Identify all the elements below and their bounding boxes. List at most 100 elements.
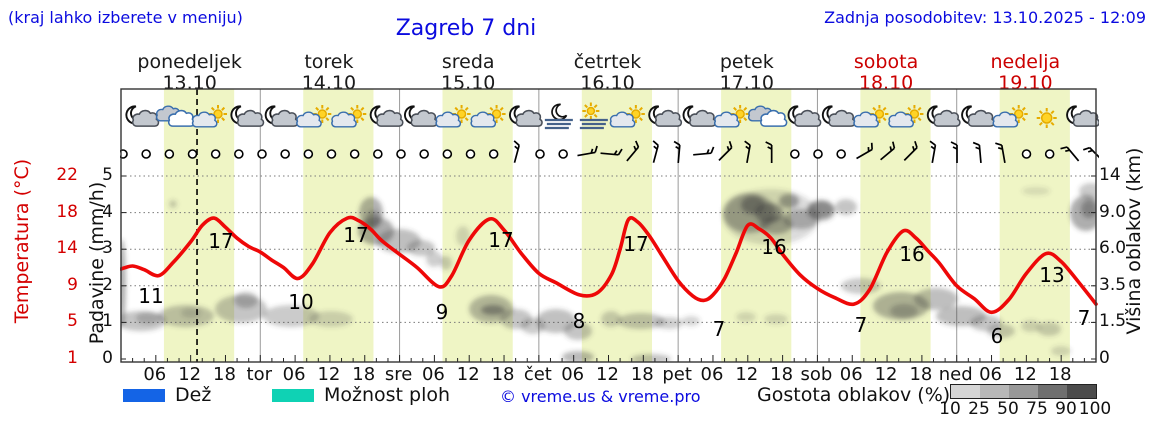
x-tick-label: ned	[938, 364, 973, 385]
x-tick-label: 12	[596, 364, 619, 385]
wind-barb-icon	[972, 141, 982, 164]
wind-barb-icon	[744, 140, 751, 164]
wind-calm-icon	[164, 149, 175, 159]
daylight-band	[860, 89, 931, 362]
wind-calm-icon	[1044, 149, 1055, 159]
temperature-curve	[119, 215, 1098, 315]
sun-cloud-icon	[853, 105, 889, 128]
wind-barb-icon	[600, 148, 623, 156]
moon-cloud-icon	[1066, 105, 1100, 127]
cloud-density-scale-label: 75	[1026, 399, 1048, 419]
x-tick-label: 06	[421, 364, 445, 385]
cloud-density-scale-segment	[1038, 385, 1067, 398]
sun-cloud-icon	[470, 105, 506, 128]
day-date: 14.10	[301, 72, 357, 94]
day-name: sobota	[853, 51, 919, 73]
axis-tick-label: 1.5	[1099, 311, 1127, 332]
cloud-blob	[366, 210, 380, 228]
cloud-blob	[440, 256, 452, 270]
sun-cloud-icon	[435, 105, 471, 128]
cloud-blob	[1051, 346, 1071, 356]
temp-value-label: 7	[713, 317, 726, 341]
temp-value-label: 7	[1078, 306, 1091, 330]
cloud-blob	[309, 311, 353, 327]
rain-legend-label: Dež	[175, 384, 212, 406]
wind-calm-icon	[349, 149, 360, 159]
x-tick-label: 12	[735, 364, 759, 385]
temp-value-label: 9	[436, 300, 449, 324]
temp-value-label: 7	[855, 313, 868, 337]
cloud-blob	[426, 251, 442, 267]
wind-calm-icon	[558, 149, 568, 159]
wind-barb-icon	[626, 140, 640, 162]
cloud-density-scale-label: 50	[997, 399, 1019, 419]
day-name: četrtek	[573, 51, 642, 73]
cloud-blob	[631, 354, 671, 362]
forecast-plot: 11 17 10 17 9 17 8 17 7 16 7 16 6 13 7	[118, 88, 1103, 368]
axis-tick-label: 14	[56, 238, 78, 259]
cloud-blob	[1079, 183, 1096, 199]
x-tick-label: 06	[561, 364, 585, 385]
cloud-density-scale-segment	[980, 385, 1009, 398]
cloud-density-scale-segment	[1009, 385, 1038, 398]
x-tick-label: 12	[874, 364, 898, 385]
day-date: 15.10	[441, 72, 496, 94]
wind-barb-icon	[903, 141, 918, 161]
rain-legend-swatch	[123, 389, 165, 402]
temp-value-label: 11	[138, 284, 163, 308]
day-name: torek	[304, 51, 354, 73]
wind-calm-icon	[836, 149, 846, 159]
wind-calm-icon	[1021, 149, 1032, 159]
cloud-density-scale-label: 90	[1055, 399, 1077, 419]
cloud-blob	[481, 305, 505, 315]
cloud-blob	[1022, 187, 1050, 195]
cloud-blob	[181, 308, 201, 318]
x-tick-label: 06	[282, 364, 306, 385]
wind-barb-icon	[880, 141, 896, 161]
cloud-blob	[1081, 200, 1096, 218]
axis-tick-label: 2	[102, 274, 113, 295]
axis-tick-label: 1	[102, 311, 113, 332]
wind-calm-icon	[488, 149, 499, 159]
moon-cloud-icon	[230, 105, 265, 127]
wind-calm-icon	[187, 149, 198, 159]
day-name: petek	[719, 51, 774, 73]
sun-cloud-icon	[609, 105, 645, 128]
x-tick-label: 06	[700, 364, 724, 385]
cloud-density-scale-segment	[951, 385, 980, 398]
moon-cloud-icon	[787, 105, 822, 127]
sun-cloud-icon	[888, 105, 924, 128]
day-date: 17.10	[719, 72, 774, 94]
temp-value-label: 17	[623, 232, 648, 256]
cloud-blob	[601, 311, 621, 327]
wind-calm-icon	[790, 149, 800, 159]
axis-tick-label: 22	[56, 165, 78, 185]
x-tick-label: 06	[839, 364, 863, 385]
sun-cloud-icon	[191, 105, 227, 128]
day-name: ponedeljek	[137, 51, 242, 73]
cloud-blob	[263, 305, 319, 327]
axis-tick-label: 18	[56, 201, 78, 222]
axis-tick-label: 9	[67, 274, 78, 295]
cloud-blob	[914, 288, 958, 310]
axis-tick-label: 4	[102, 201, 113, 222]
day-date: 18.10	[858, 72, 914, 94]
x-tick-label: 12	[1013, 364, 1037, 385]
axis-tick-label: 0	[1099, 348, 1110, 368]
axis-tick-label: 14	[1099, 165, 1121, 185]
sun-cloud-icon	[992, 105, 1028, 128]
cloud-density-scale-segment	[1067, 385, 1096, 398]
wind-barb-icon	[718, 141, 733, 161]
axis-tick-label: 5	[102, 165, 113, 185]
wind-barb-icon	[652, 140, 659, 163]
day-name: nedelja	[990, 51, 1061, 73]
x-tick-label: sre	[384, 364, 413, 385]
cloud-density-scale-label: 100	[1078, 399, 1112, 419]
temp-axis-label: Temperatura (°C)	[11, 158, 33, 324]
wind-barb-icon	[577, 145, 598, 157]
axis-tick-label: 6.0	[1099, 238, 1127, 259]
wind-calm-icon	[326, 149, 337, 159]
wind-calm-icon	[442, 149, 453, 159]
wind-calm-icon	[813, 149, 823, 159]
cloud-blob	[407, 240, 435, 256]
